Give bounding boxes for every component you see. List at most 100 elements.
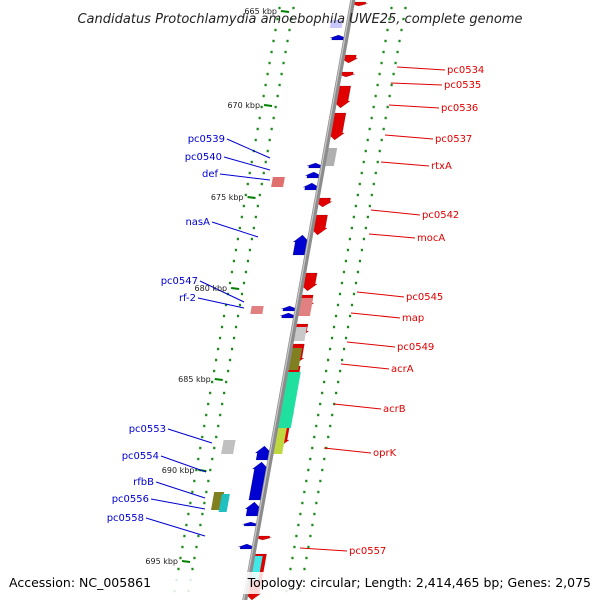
track-dot bbox=[291, 556, 294, 560]
track-dot bbox=[215, 358, 218, 362]
track-dot bbox=[297, 523, 300, 527]
track-dot bbox=[301, 501, 304, 505]
leader-line bbox=[167, 428, 213, 444]
track-dot bbox=[340, 281, 344, 285]
kbp-label: 695 kbp bbox=[145, 557, 178, 566]
track-dot bbox=[360, 171, 363, 175]
kbp-tick bbox=[231, 287, 240, 290]
gene-label-pc0536[interactable]: pc0536 bbox=[441, 103, 478, 114]
track-dot bbox=[370, 116, 373, 120]
leader-line bbox=[155, 481, 206, 499]
track-dot bbox=[183, 534, 186, 538]
gene-label-pc0554[interactable]: pc0554 bbox=[122, 451, 159, 462]
track-dot bbox=[350, 303, 354, 307]
track-dot bbox=[246, 259, 250, 263]
track-dot bbox=[329, 424, 332, 428]
gene-label-rfbB[interactable]: rfbB bbox=[133, 477, 154, 488]
gene-label-oprK[interactable]: oprK bbox=[373, 448, 397, 459]
track-dot bbox=[376, 160, 379, 164]
track-dot bbox=[191, 567, 194, 571]
feature-block[interactable] bbox=[221, 440, 236, 454]
gene-label-mocA[interactable]: mocA bbox=[417, 233, 445, 244]
track-dot bbox=[348, 314, 352, 318]
feature-block[interactable] bbox=[250, 306, 264, 314]
feature-block[interactable] bbox=[329, 20, 344, 28]
gene-label-pc0542[interactable]: pc0542 bbox=[422, 210, 459, 221]
track-dot bbox=[262, 94, 265, 98]
leader-line bbox=[390, 82, 443, 86]
gene-label-pc0545[interactable]: pc0545 bbox=[406, 292, 443, 303]
track-dot bbox=[346, 325, 350, 329]
gene-label-def[interactable]: def bbox=[202, 169, 219, 180]
kbp-label: 665 kbp bbox=[244, 7, 277, 16]
track-dot bbox=[368, 204, 371, 208]
gene-label-rf-2[interactable]: rf-2 bbox=[179, 293, 196, 304]
track-dot bbox=[288, 28, 291, 32]
feature-block[interactable] bbox=[271, 177, 285, 187]
feature-block[interactable] bbox=[218, 494, 230, 512]
track-dot bbox=[293, 545, 296, 549]
track-dot bbox=[382, 127, 385, 131]
track-dot bbox=[307, 468, 310, 472]
track-dot bbox=[299, 512, 302, 516]
track-dot bbox=[303, 567, 306, 571]
track-dot bbox=[404, 6, 407, 10]
track-dot bbox=[216, 347, 220, 351]
feature-block[interactable] bbox=[297, 298, 314, 316]
track-dot bbox=[227, 369, 230, 373]
gene-label-pc0549[interactable]: pc0549 bbox=[397, 342, 434, 353]
track-dot bbox=[319, 479, 322, 483]
track-dot bbox=[256, 204, 259, 208]
track-dot bbox=[303, 490, 306, 494]
track-dot bbox=[321, 468, 324, 472]
gene-label-pc0558[interactable]: pc0558 bbox=[107, 513, 144, 524]
track-dot bbox=[307, 545, 310, 549]
track-dot bbox=[386, 105, 389, 109]
leader-line bbox=[211, 221, 259, 238]
track-dot bbox=[224, 303, 228, 307]
gene-label-nasA[interactable]: nasA bbox=[185, 217, 210, 228]
feature-block[interactable] bbox=[292, 327, 307, 341]
leader-line bbox=[396, 66, 446, 71]
gene-label-pc0553[interactable]: pc0553 bbox=[129, 424, 166, 435]
gene-label-pc0556[interactable]: pc0556 bbox=[112, 494, 149, 505]
track-dot bbox=[398, 39, 401, 43]
gene-label-acrB[interactable]: acrB bbox=[383, 404, 406, 415]
track-dot bbox=[286, 39, 289, 43]
track-dot bbox=[313, 435, 316, 439]
track-dot bbox=[354, 204, 357, 208]
track-dot bbox=[276, 17, 279, 21]
track-dot bbox=[240, 215, 243, 219]
gene-label-map[interactable]: map bbox=[402, 313, 424, 324]
track-dot bbox=[342, 270, 346, 274]
track-dot bbox=[258, 193, 261, 197]
leader-line bbox=[223, 156, 271, 171]
track-dot bbox=[331, 413, 334, 417]
gene-label-acrA[interactable]: acrA bbox=[391, 364, 414, 375]
gene-label-pc0535[interactable]: pc0535 bbox=[444, 80, 481, 91]
track-dot bbox=[213, 369, 216, 373]
kbp-labels: 665 kbp 670 kbp 675 kbp 680 kbp 685 kbp 690 k… bbox=[145, 7, 277, 566]
track-dot bbox=[258, 116, 261, 120]
gene-label-rtxA[interactable]: rtxA bbox=[431, 161, 452, 172]
track-dot bbox=[394, 61, 397, 65]
leader-line bbox=[333, 403, 382, 410]
gene-label-pc0539[interactable]: pc0539 bbox=[188, 134, 225, 145]
gene-label-pc0557[interactable]: pc0557 bbox=[349, 546, 386, 557]
track-dot bbox=[264, 83, 267, 87]
track-dot bbox=[328, 347, 332, 351]
track-dot bbox=[238, 226, 241, 230]
track-dot bbox=[222, 314, 226, 318]
track-dot bbox=[334, 314, 338, 318]
track-dot bbox=[272, 39, 275, 43]
track-dot bbox=[207, 479, 210, 483]
gene-label-pc0537[interactable]: pc0537 bbox=[435, 134, 472, 145]
feature-block[interactable] bbox=[274, 372, 301, 428]
track-dot bbox=[238, 303, 242, 307]
gene-label-pc0540[interactable]: pc0540 bbox=[185, 152, 222, 163]
gene-label-pc0534[interactable]: pc0534 bbox=[447, 65, 484, 76]
gene-label-pc0547[interactable]: pc0547 bbox=[161, 276, 198, 287]
track-dot bbox=[260, 182, 263, 186]
leader-line bbox=[299, 547, 348, 552]
track-dot bbox=[219, 413, 222, 417]
